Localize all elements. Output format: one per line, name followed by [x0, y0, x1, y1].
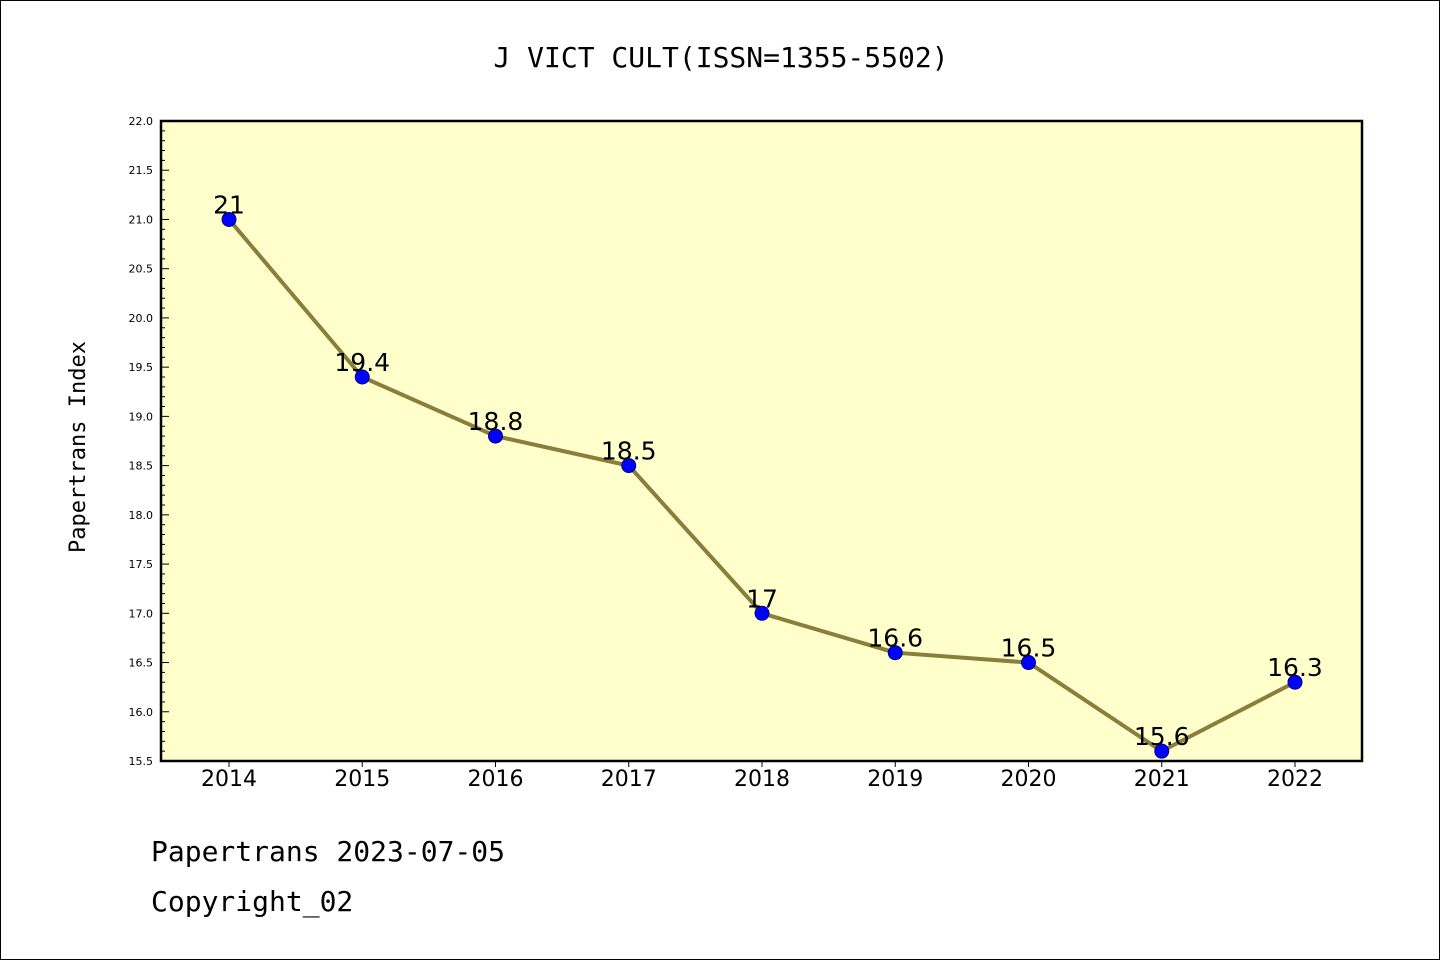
data-point — [621, 458, 637, 474]
data-labels: 21 19.4 18.8 18.5 17 16.6 16.5 15.6 16.3 — [213, 190, 1323, 751]
y-tick-label: 17.5 — [129, 558, 154, 571]
y-tick-label: 21.5 — [129, 164, 154, 177]
x-tick-label: 2018 — [734, 767, 790, 792]
y-tick-label: 16.0 — [129, 706, 154, 719]
x-tick-label: 2021 — [1134, 767, 1190, 792]
y-tick-label: 19.5 — [129, 361, 154, 374]
plot-area — [161, 121, 1362, 761]
y-tick-label: 20.5 — [129, 263, 154, 276]
data-label: 18.5 — [601, 437, 657, 466]
data-label: 16.3 — [1267, 653, 1323, 682]
data-label: 17 — [746, 584, 778, 613]
data-point — [1021, 655, 1036, 671]
y-tick-label: 17.0 — [129, 607, 154, 620]
x-tick-label: 2016 — [468, 767, 524, 792]
data-label: 19.4 — [334, 348, 390, 377]
data-point — [354, 369, 370, 385]
x-tick-label: 2022 — [1267, 767, 1323, 792]
x-tick-label: 2020 — [1001, 767, 1057, 792]
data-point — [488, 428, 503, 444]
x-tick-label: 2019 — [867, 767, 923, 792]
x-tick-label: 2014 — [201, 767, 257, 792]
y-tick-label: 19.0 — [129, 410, 154, 423]
x-tick-label: 2015 — [334, 767, 390, 792]
data-markers — [221, 211, 1303, 759]
data-label: 18.8 — [468, 407, 524, 436]
x-tick-label: 2017 — [601, 767, 657, 792]
y-tick-label: 22.0 — [129, 115, 154, 128]
chart-title: J VICT CULT(ISSN=1355-5502) — [493, 41, 948, 74]
data-label: 16.6 — [867, 624, 923, 653]
y-tick-labels: 15.5 16.0 16.5 17.0 17.5 18.0 18.5 19.0 19.5 20.0… — [129, 115, 154, 768]
data-point — [754, 605, 770, 621]
footer-date: Papertrans 2023-07-05 — [151, 835, 506, 868]
y-tick-label: 18.5 — [129, 460, 154, 473]
y-tick-label: 21.0 — [129, 213, 154, 226]
footer-copyright: Copyright_02 — [151, 885, 354, 918]
data-point — [1154, 743, 1170, 759]
data-point — [221, 211, 237, 227]
x-tick-labels: 2014 2015 2016 2017 2018 2019 2020 2021 2022 — [201, 767, 1323, 792]
y-axis-label: Papertrans Index — [66, 341, 91, 553]
data-label: 21 — [213, 190, 245, 219]
y-tick-label: 16.5 — [129, 657, 154, 670]
plot-border — [159, 119, 1364, 763]
y-tick-label: 18.0 — [129, 509, 154, 522]
data-point — [1287, 674, 1303, 690]
data-label: 16.5 — [1001, 634, 1057, 663]
y-tick-label: 15.5 — [129, 755, 154, 768]
data-point — [887, 645, 903, 661]
data-label: 15.6 — [1134, 722, 1190, 751]
y-tick-label: 20.0 — [129, 312, 154, 325]
